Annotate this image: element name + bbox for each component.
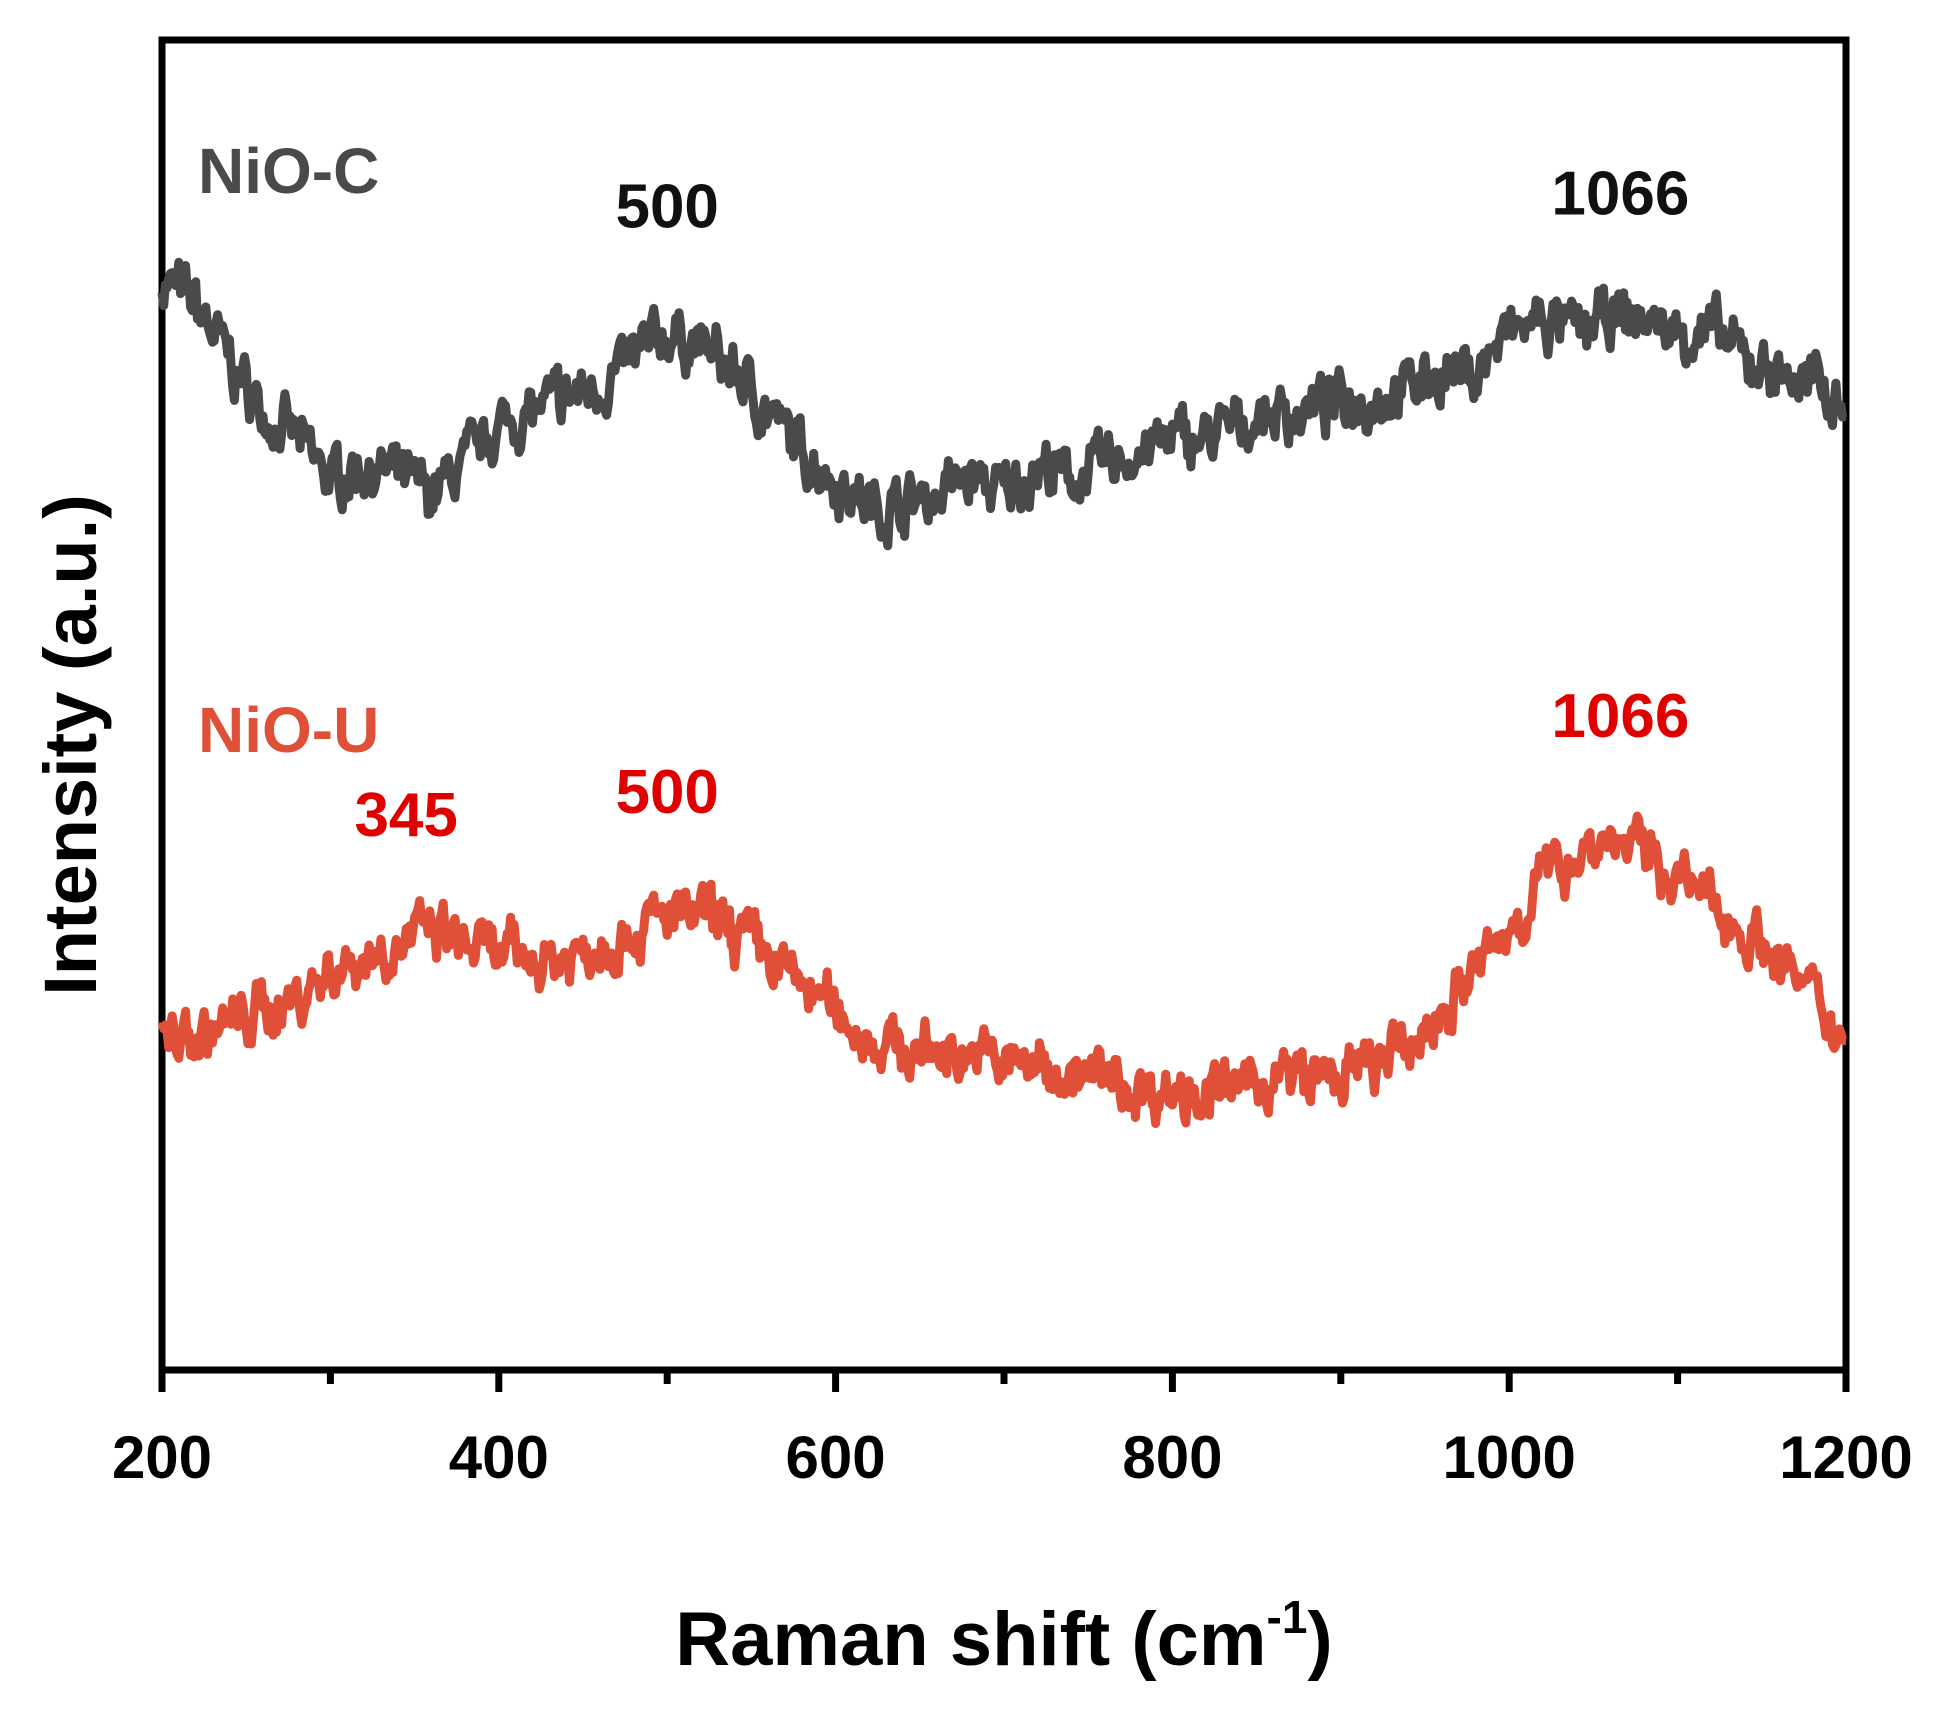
- peak-label-nio-u-500: 500: [615, 758, 718, 827]
- series-line-nio-u: [157, 811, 1849, 1128]
- x-axis-tick-labels: 200 400 600 800 1000 1200: [112, 1424, 1913, 1491]
- peak-label-nio-c-500: 500: [615, 173, 718, 242]
- series-layer: [157, 257, 1849, 1128]
- x-axis-title-superscript: -1: [1267, 1591, 1308, 1643]
- x-tick-label-400: 400: [449, 1424, 549, 1491]
- x-tick-label-600: 600: [786, 1424, 886, 1491]
- peak-label-nio-u-345: 345: [354, 781, 457, 850]
- x-axis-title-close: ): [1307, 1597, 1332, 1682]
- y-axis-title: Intensity (a.u.): [29, 494, 112, 996]
- x-axis-ticks: [158, 1370, 1850, 1392]
- series-label-nio-c: NiO-C: [198, 135, 379, 207]
- x-axis-title-main: Raman shift (cm: [675, 1597, 1266, 1682]
- series-label-nio-u: NiO-U: [198, 694, 379, 766]
- peak-annotations: 500 1066 345 500 1066: [354, 159, 1689, 850]
- x-tick-label-800: 800: [1122, 1424, 1222, 1491]
- series-line-nio-c: [157, 257, 1849, 551]
- x-tick-label-1000: 1000: [1442, 1424, 1575, 1491]
- peak-label-nio-u-1066: 1066: [1551, 682, 1689, 751]
- x-tick-label-200: 200: [112, 1424, 212, 1491]
- x-tick-label-1200: 1200: [1779, 1424, 1912, 1491]
- x-axis-title: Raman shift (cm-1): [675, 1591, 1332, 1682]
- peak-label-nio-c-1066: 1066: [1551, 159, 1689, 228]
